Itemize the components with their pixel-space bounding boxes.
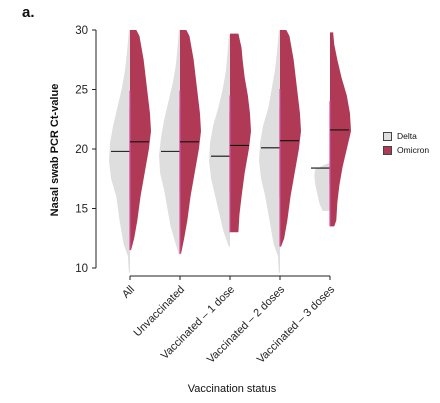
y-tick-label-20: 20 [75,144,88,156]
x-tick-label-0: All [120,284,137,301]
x-axis-title: Vaccination status [188,383,277,395]
violin-delta-1 [159,30,180,255]
y-tick-label-15: 15 [75,204,88,216]
panel-label: a. [22,4,35,21]
violin-delta-3 [259,30,280,273]
legend-item-omicron: Omicron [383,143,429,157]
violin-omicron-3 [280,30,301,247]
y-axis-title: Nasal swab PCR Ct-value [49,84,61,217]
violin-omicron-2 [230,33,251,233]
legend-label-delta: Delta [397,131,417,141]
x-tick-label-1: Unvaccinated [132,284,188,340]
violins-layer [109,30,351,273]
legend: Delta Omicron [383,129,429,157]
legend-swatch-omicron [383,145,392,155]
legend-label-omicron: Omicron [397,145,430,155]
legend-swatch-delta [383,131,392,141]
violin-omicron-0 [130,30,151,251]
y-tick-label-30: 30 [75,25,88,37]
violin-delta-2 [209,34,230,247]
labels-layer: Vaccination status Nasal swab PCR Ct-valu… [49,84,277,395]
legend-item-delta: Delta [383,129,429,143]
y-tick-label-10: 10 [75,263,88,275]
violin-omicron-4 [330,32,351,227]
violin-delta-4 [314,163,330,211]
y-tick-label-25: 25 [75,85,88,97]
